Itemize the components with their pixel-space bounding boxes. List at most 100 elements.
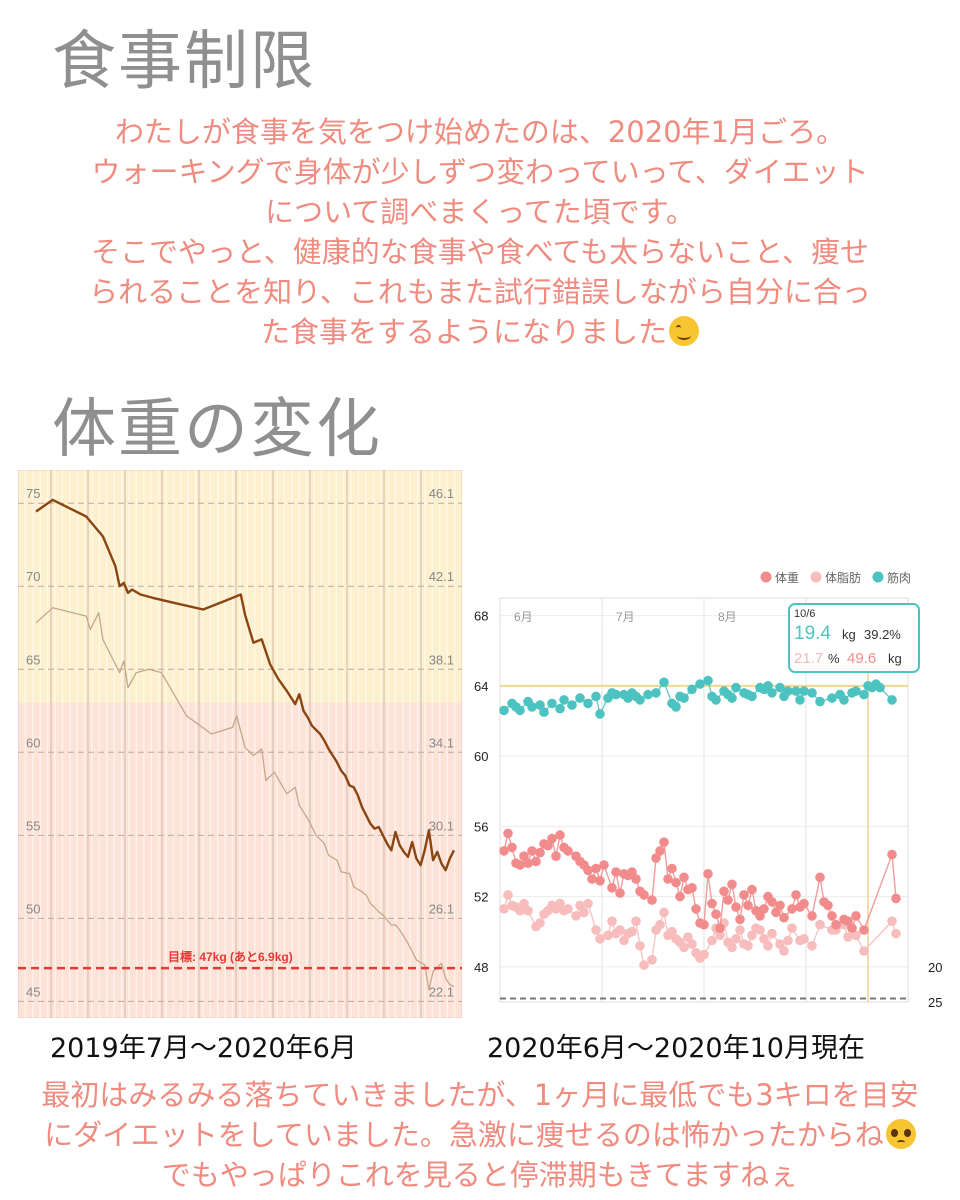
data-point — [631, 916, 641, 926]
data-point — [843, 916, 853, 926]
intro-line: た食事をするようになりました — [260, 315, 667, 349]
data-point — [659, 907, 669, 918]
data-point — [759, 904, 769, 914]
data-point — [671, 702, 681, 712]
intro-line: について調べまくってた頃です。 — [265, 195, 695, 229]
data-point — [499, 904, 509, 914]
data-point — [747, 691, 757, 702]
data-point — [535, 918, 545, 928]
data-point — [615, 888, 625, 898]
data-point — [695, 679, 705, 689]
data-point — [891, 893, 901, 904]
data-point — [775, 939, 785, 949]
right-chart-caption: 2020年6月〜2020年10月現在 — [487, 1033, 865, 1064]
data-point — [707, 898, 717, 909]
data-point — [559, 695, 569, 705]
data-point — [647, 955, 657, 965]
data-point — [859, 946, 869, 956]
data-point — [687, 883, 697, 893]
data-point — [555, 703, 565, 714]
data-point — [503, 890, 513, 900]
data-point — [667, 863, 677, 874]
data-point — [779, 946, 789, 956]
data-point — [567, 700, 577, 710]
data-point — [655, 846, 665, 856]
data-point — [515, 905, 525, 916]
legend-dot — [760, 571, 772, 583]
data-point — [535, 700, 545, 710]
data-point — [515, 860, 525, 870]
data-point — [671, 877, 681, 888]
data-point — [563, 846, 573, 856]
data-point — [723, 895, 733, 905]
data-point — [731, 682, 741, 693]
data-point — [587, 874, 597, 884]
data-point — [679, 942, 689, 953]
tooltip-weight-value: 49.6 — [847, 650, 876, 667]
data-point — [563, 904, 573, 914]
data-point — [875, 682, 885, 693]
data-point — [763, 681, 773, 691]
data-point — [535, 847, 545, 858]
intro-text: わたしが食事を気をつけ始めたのは、2020年1月ごろ。 ウォーキングで身体が少し… — [0, 112, 960, 352]
body-composition-chart: 体重体脂肪筋肉68646056524840353025206月7月8月9月10/… — [474, 570, 942, 1010]
data-point — [775, 900, 785, 911]
data-point — [631, 874, 641, 884]
data-point — [675, 891, 685, 902]
y2-tick-label: 38.1 — [429, 652, 454, 667]
smiling-face-icon — [669, 316, 699, 346]
data-point — [767, 897, 777, 907]
data-point — [591, 925, 601, 935]
data-point — [823, 900, 833, 911]
data-point — [663, 874, 673, 884]
data-point — [827, 693, 837, 703]
data-point — [715, 930, 725, 941]
data-point — [719, 886, 729, 897]
legend-dot — [872, 571, 884, 583]
data-point — [575, 693, 585, 703]
data-point — [523, 858, 533, 868]
data-point — [583, 898, 593, 909]
tooltip-muscle-pct: 39.2% — [864, 627, 901, 642]
data-point — [531, 856, 541, 867]
data-point — [659, 837, 669, 847]
data-point — [727, 693, 737, 703]
tooltip-muscle-unit: kg — [842, 627, 856, 642]
data-point — [571, 911, 581, 921]
data-point — [707, 935, 717, 946]
tooltip-weight-unit: kg — [888, 651, 902, 666]
data-point — [699, 949, 709, 960]
data-point — [859, 925, 869, 935]
data-point — [787, 904, 797, 914]
data-point — [499, 705, 509, 716]
data-point — [639, 960, 649, 970]
data-point — [767, 688, 777, 698]
y2-tick-label: 26.1 — [429, 901, 454, 916]
legend-dot — [810, 571, 822, 583]
data-point — [815, 919, 825, 930]
data-point — [735, 914, 745, 925]
data-point — [615, 925, 625, 935]
data-point — [771, 907, 781, 918]
data-point — [755, 925, 765, 935]
y-tick-label: 56 — [474, 819, 488, 834]
data-point — [859, 689, 869, 700]
data-point — [607, 883, 617, 893]
data-point — [543, 840, 553, 851]
y-tick-label: 52 — [474, 890, 488, 905]
data-point — [807, 911, 817, 921]
y-tick-label: 68 — [474, 609, 488, 624]
data-point — [519, 898, 529, 909]
data-point — [711, 695, 721, 705]
data-point — [583, 865, 593, 876]
data-point — [795, 695, 805, 705]
data-point — [847, 923, 857, 933]
bottom-text: 最初はみるみる落ちていきましたが、1ヶ月に最低でも3キロを目安 にダイエットをし… — [0, 1075, 960, 1195]
goal-label: 目標: 47kg (あと6.9kg) — [168, 949, 293, 964]
data-point — [711, 909, 721, 919]
data-point — [579, 907, 589, 918]
data-point — [627, 926, 637, 937]
y2-tick-label: 34.1 — [429, 735, 454, 750]
data-point — [763, 941, 773, 951]
data-point — [507, 842, 517, 853]
